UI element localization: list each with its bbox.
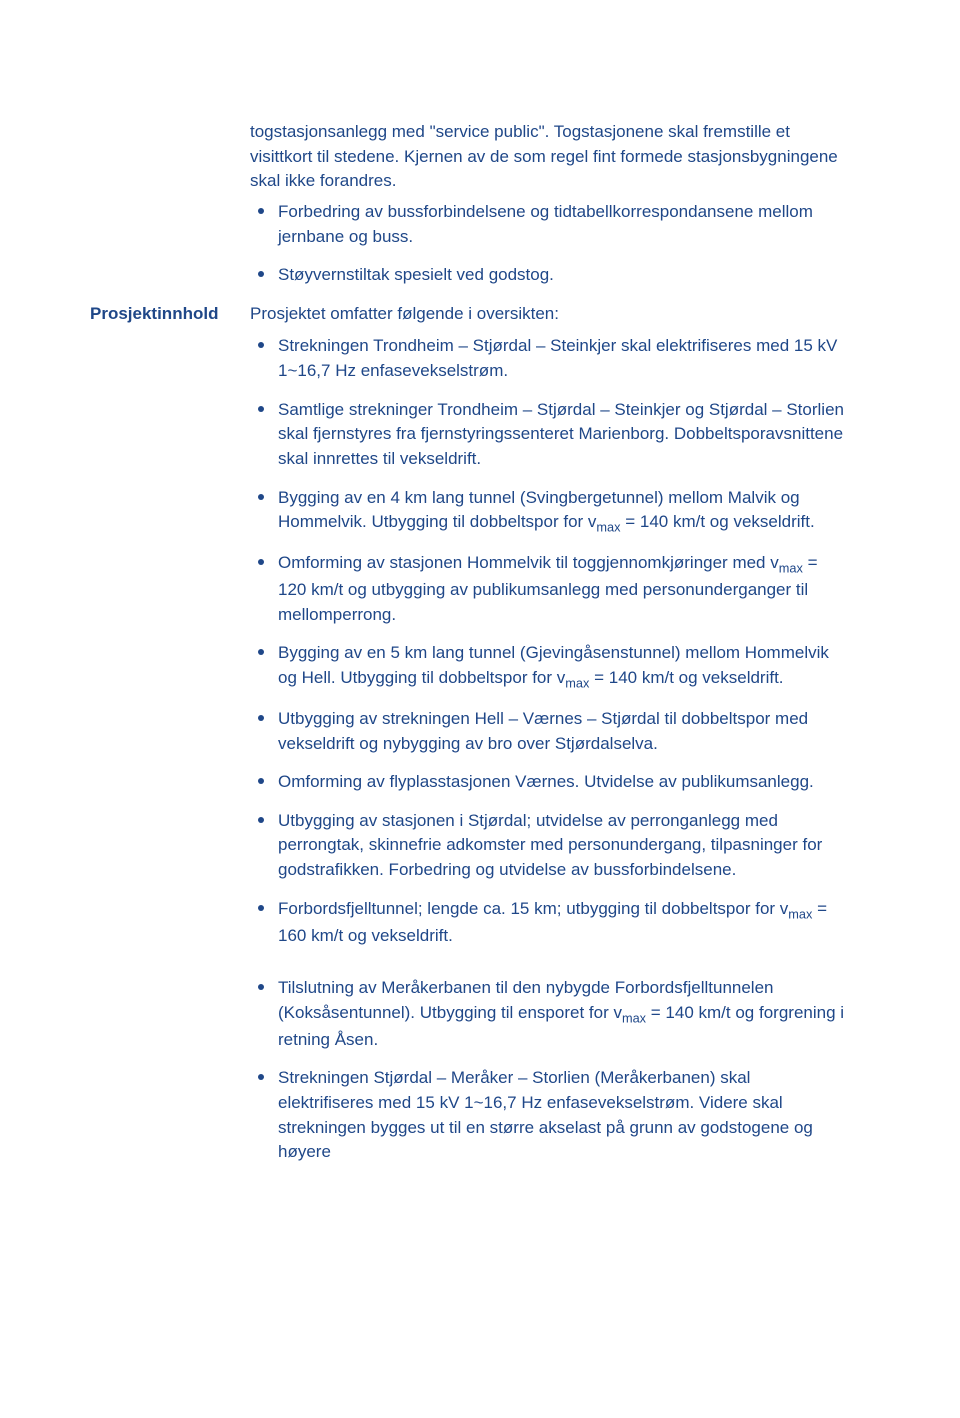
section-bullet-item: Samtlige strekninger Trondheim – Stjørda… — [250, 398, 850, 472]
section-bullet-item: Forbordsfjelltunnel; lengde ca. 15 km; u… — [250, 897, 850, 949]
list-gap — [250, 962, 850, 976]
top-paragraph: togstasjonsanlegg med "service public". … — [250, 120, 850, 194]
top-bullet-item: Forbedring av bussforbindelsene og tidta… — [250, 200, 850, 249]
section-intro: Prosjektet omfatter følgende i oversikte… — [250, 302, 850, 327]
section-bullet-item: Bygging av en 4 km lang tunnel (Svingber… — [250, 486, 850, 538]
section-bullet-item: Utbygging av strekningen Hell – Værnes –… — [250, 707, 850, 756]
section-bullet-item: Tilslutning av Meråkerbanen til den nyby… — [250, 976, 850, 1052]
top-block-row: togstasjonsanlegg med "service public". … — [90, 120, 850, 302]
section-bullet-list: Strekningen Trondheim – Stjørdal – Stein… — [250, 334, 850, 1164]
section-content: Prosjektet omfatter følgende i oversikte… — [250, 302, 850, 1179]
section-row: Prosjektinnhold Prosjektet omfatter følg… — [90, 302, 850, 1179]
section-bullet-item: Omforming av stasjonen Hommelvik til tog… — [250, 551, 850, 627]
section-bullet-item: Bygging av en 5 km lang tunnel (Gjevingå… — [250, 641, 850, 693]
section-bullet-item: Strekningen Trondheim – Stjørdal – Stein… — [250, 334, 850, 383]
section-bullet-item: Utbygging av stasjonen i Stjørdal; utvid… — [250, 809, 850, 883]
top-content: togstasjonsanlegg med "service public". … — [250, 120, 850, 302]
document-page: togstasjonsanlegg med "service public". … — [0, 0, 960, 1418]
section-bullet-item: Strekningen Stjørdal – Meråker – Storlie… — [250, 1066, 850, 1165]
top-bullet-list: Forbedring av bussforbindelsene og tidta… — [250, 200, 850, 288]
top-bullet-item: Støyvernstiltak spesielt ved godstog. — [250, 263, 850, 288]
section-label: Prosjektinnhold — [90, 302, 250, 327]
section-bullet-item: Omforming av flyplasstasjonen Værnes. Ut… — [250, 770, 850, 795]
